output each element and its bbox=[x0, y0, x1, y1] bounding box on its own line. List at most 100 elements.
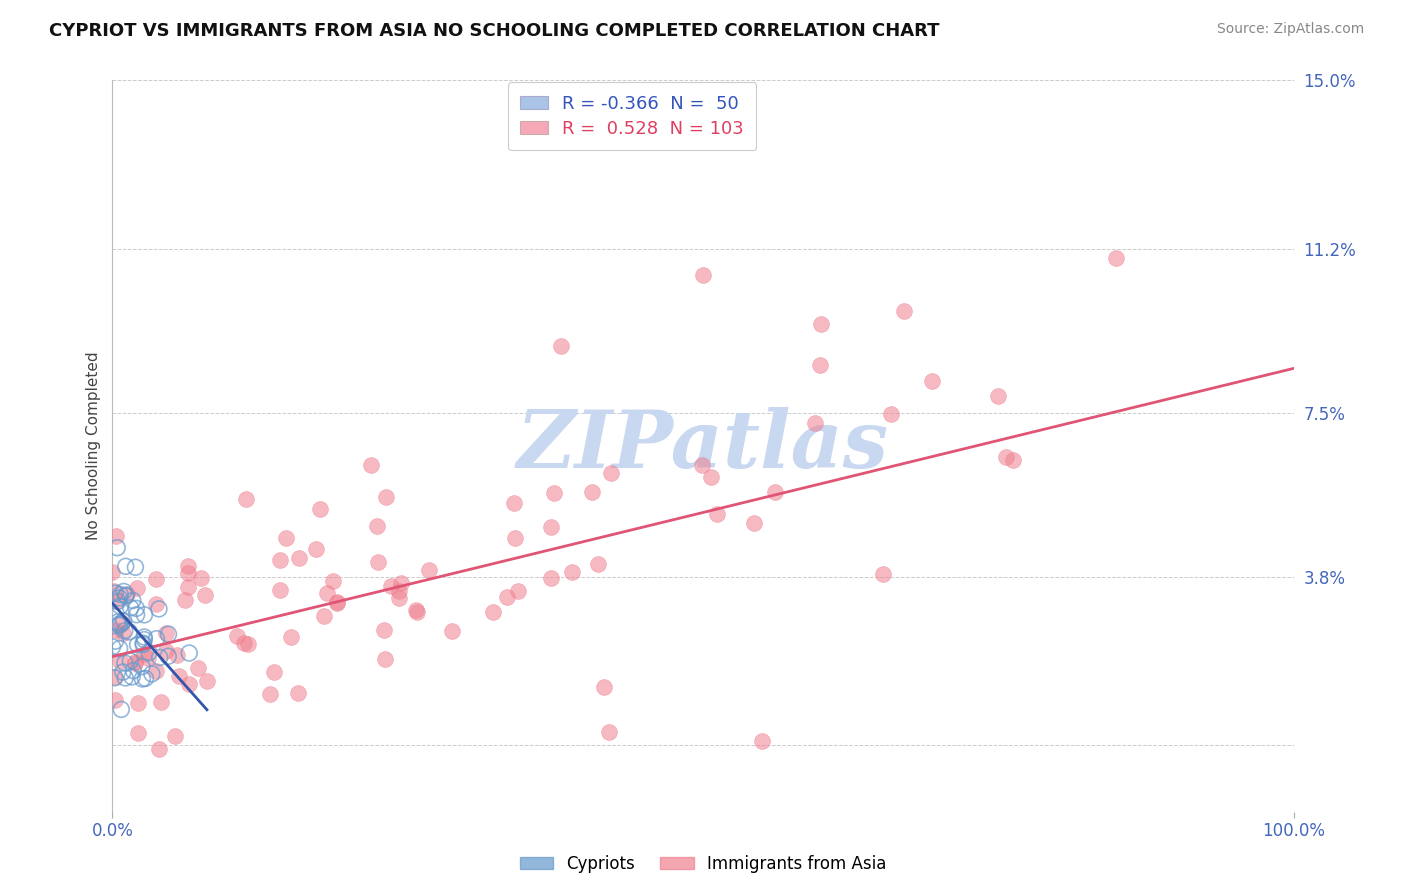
Point bbox=[111, 626, 134, 640]
Point bbox=[104, 634, 127, 648]
Point bbox=[543, 486, 565, 500]
Point bbox=[550, 339, 572, 353]
Point bbox=[115, 589, 138, 603]
Point bbox=[101, 640, 124, 654]
Point bbox=[380, 579, 402, 593]
Point bbox=[441, 624, 464, 638]
Point bbox=[194, 588, 217, 602]
Point bbox=[110, 588, 132, 602]
Point bbox=[111, 665, 134, 679]
Point bbox=[114, 588, 136, 602]
Legend: R = -0.366  N =  50, R =  0.528  N = 103: R = -0.366 N = 50, R = 0.528 N = 103 bbox=[508, 82, 756, 151]
Point bbox=[125, 581, 148, 595]
Point bbox=[167, 669, 190, 683]
Point bbox=[157, 649, 180, 664]
Point bbox=[1105, 251, 1128, 265]
Point bbox=[373, 623, 395, 637]
Point bbox=[148, 741, 170, 756]
Point bbox=[389, 576, 412, 591]
Point bbox=[149, 650, 172, 665]
Point bbox=[482, 605, 505, 619]
Point bbox=[138, 651, 160, 665]
Point bbox=[108, 654, 131, 668]
Point bbox=[263, 665, 285, 680]
Point bbox=[312, 609, 335, 624]
Point bbox=[110, 599, 132, 614]
Point bbox=[125, 601, 148, 615]
Point bbox=[112, 584, 135, 599]
Point bbox=[177, 677, 200, 691]
Point bbox=[103, 584, 125, 599]
Point bbox=[111, 616, 134, 631]
Point bbox=[177, 566, 200, 581]
Point bbox=[131, 659, 153, 673]
Point bbox=[121, 670, 143, 684]
Legend: Cypriots, Immigrants from Asia: Cypriots, Immigrants from Asia bbox=[513, 848, 893, 880]
Point bbox=[132, 637, 155, 651]
Point bbox=[592, 680, 614, 694]
Point bbox=[226, 629, 249, 643]
Point bbox=[187, 661, 209, 675]
Point bbox=[374, 490, 396, 504]
Point bbox=[872, 566, 894, 581]
Point bbox=[120, 600, 142, 615]
Point bbox=[690, 458, 713, 473]
Point bbox=[995, 450, 1018, 465]
Point bbox=[269, 582, 291, 597]
Point bbox=[105, 541, 128, 555]
Point bbox=[540, 520, 562, 534]
Text: CYPRIOT VS IMMIGRANTS FROM ASIA NO SCHOOLING COMPLETED CORRELATION CHART: CYPRIOT VS IMMIGRANTS FROM ASIA NO SCHOO… bbox=[49, 22, 939, 40]
Point bbox=[598, 725, 620, 739]
Point bbox=[236, 637, 259, 651]
Point bbox=[134, 632, 156, 647]
Point bbox=[808, 358, 831, 372]
Point bbox=[127, 638, 149, 652]
Point bbox=[145, 572, 167, 586]
Point bbox=[880, 407, 903, 421]
Point bbox=[367, 555, 389, 569]
Point bbox=[107, 594, 129, 608]
Point bbox=[259, 687, 281, 701]
Point bbox=[101, 565, 124, 579]
Point bbox=[274, 531, 297, 545]
Point bbox=[921, 374, 943, 388]
Point bbox=[177, 580, 200, 594]
Point bbox=[108, 591, 131, 605]
Point bbox=[114, 656, 136, 670]
Point bbox=[108, 618, 131, 632]
Point bbox=[804, 416, 827, 430]
Point bbox=[115, 587, 138, 601]
Point bbox=[145, 664, 167, 678]
Point bbox=[112, 614, 135, 628]
Text: ZIPatlas: ZIPatlas bbox=[517, 408, 889, 484]
Point bbox=[110, 702, 132, 716]
Point bbox=[418, 563, 440, 577]
Point bbox=[388, 591, 411, 605]
Point bbox=[145, 597, 167, 611]
Point bbox=[127, 726, 149, 740]
Point bbox=[110, 616, 132, 631]
Point bbox=[174, 592, 197, 607]
Point bbox=[508, 584, 530, 599]
Point bbox=[157, 627, 180, 641]
Point bbox=[692, 268, 714, 283]
Point bbox=[373, 652, 395, 666]
Point bbox=[120, 654, 142, 668]
Point bbox=[124, 655, 146, 669]
Point bbox=[195, 674, 218, 689]
Point bbox=[503, 531, 526, 545]
Point bbox=[138, 646, 160, 660]
Point bbox=[360, 458, 382, 473]
Point bbox=[131, 672, 153, 686]
Point bbox=[706, 508, 728, 522]
Point bbox=[540, 572, 562, 586]
Point bbox=[315, 585, 337, 599]
Point bbox=[893, 303, 915, 318]
Point bbox=[166, 648, 188, 663]
Point bbox=[104, 623, 127, 637]
Point bbox=[141, 666, 163, 681]
Point bbox=[105, 615, 128, 630]
Point bbox=[810, 317, 832, 331]
Point bbox=[121, 593, 143, 607]
Point bbox=[127, 696, 149, 710]
